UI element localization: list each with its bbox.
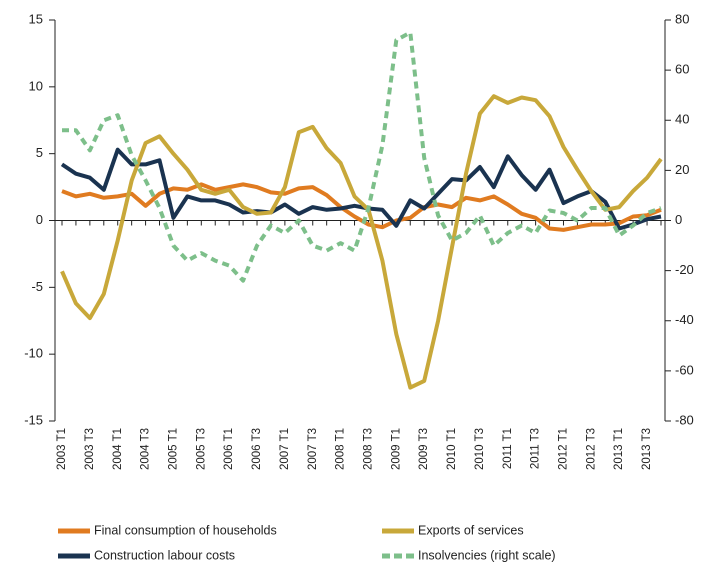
x-tick-label: 2010 T1: [446, 428, 458, 470]
y-tick-label: -5: [31, 279, 43, 294]
x-tick-label: 2012 T1: [558, 428, 570, 470]
x-tick-label: 2004 T1: [112, 428, 124, 470]
y-tick-label: -10: [24, 346, 43, 361]
x-tick-label: 2004 T3: [140, 428, 152, 470]
x-tick-label: 2011 T1: [502, 428, 514, 469]
x-tick-label: 2009 T1: [390, 428, 402, 470]
x-tick-label: 2012 T3: [585, 428, 597, 470]
x-tick-label: 2008 T1: [335, 428, 347, 470]
x-tick-label: 2003 T3: [84, 428, 96, 470]
y2-tick-label: 40: [675, 112, 689, 127]
x-tick-label: 2009 T3: [418, 428, 430, 470]
legend-label: Exports of services: [418, 523, 524, 537]
series-line: [61, 182, 662, 232]
y-tick-label: -15: [24, 412, 43, 427]
y2-tick-label: 60: [675, 62, 689, 77]
series-line: [60, 147, 662, 231]
y2-tick-label: -20: [675, 262, 694, 277]
legend-label: Final consumption of households: [94, 523, 277, 537]
x-tick-label: 2006 T1: [223, 428, 235, 470]
series-line: [60, 94, 663, 390]
x-tick-label: 2007 T1: [279, 428, 291, 470]
x-tick-label: 2007 T3: [307, 428, 319, 470]
y-tick-label: 0: [36, 212, 43, 227]
y-tick-label: 15: [29, 11, 43, 26]
y-tick-label: 10: [29, 78, 43, 93]
x-tick-label: 2013 T1: [613, 428, 625, 470]
y2-tick-label: -60: [675, 362, 694, 377]
x-tick-label: 2005 T3: [195, 428, 207, 470]
x-tick-label: 2005 T1: [167, 428, 179, 470]
x-tick-label: 2008 T3: [362, 428, 374, 470]
y2-tick-label: -80: [675, 412, 694, 427]
y2-tick-label: 80: [675, 11, 689, 26]
series-line: [62, 30, 662, 283]
x-tick-label: 2010 T3: [474, 428, 486, 470]
legend-label: Insolvencies (right scale): [418, 548, 556, 562]
x-tick-label: 2006 T3: [251, 428, 263, 470]
x-tick-label: 2011 T3: [530, 428, 542, 469]
x-tick-label: 2003 T1: [56, 428, 68, 470]
y-tick-label: 5: [36, 145, 43, 160]
y2-tick-label: 20: [675, 162, 689, 177]
y2-tick-label: 0: [675, 212, 682, 227]
legend-label: Construction labour costs: [94, 548, 235, 562]
x-tick-label: 2013 T3: [641, 428, 653, 470]
y2-tick-label: -40: [675, 312, 694, 327]
